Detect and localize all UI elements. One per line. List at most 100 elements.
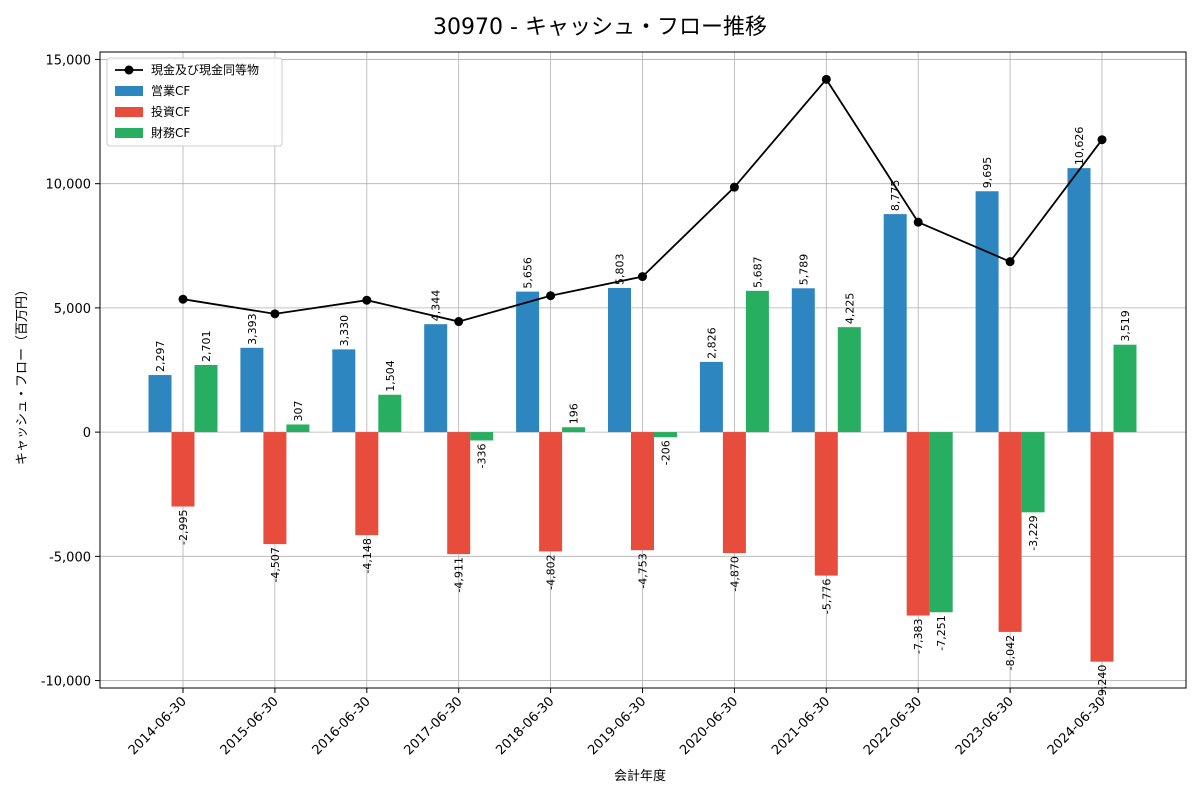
data-label-投資CF: -4,753 [637, 553, 650, 588]
x-axis-label: 会計年度 [614, 768, 666, 784]
bar-財務CF [837, 327, 861, 433]
bar-営業CF [1067, 168, 1091, 433]
x-tick-label: 2016-06-30 [310, 694, 374, 758]
data-label-財務CF: -3,229 [1027, 515, 1040, 550]
y-tick-label: 5,000 [54, 302, 91, 317]
bar-投資CF [447, 432, 471, 555]
data-label-投資CF: -5,776 [820, 579, 833, 614]
data-label-財務CF: -336 [476, 443, 489, 468]
bar-投資CF [539, 432, 563, 552]
chart-title: 30970 - キャッシュ・フロー推移 [433, 15, 767, 40]
data-label-営業CF: 2,826 [705, 327, 718, 359]
legend-swatch [115, 107, 143, 117]
x-tick-label: 2023-06-30 [953, 694, 1017, 758]
cash-line-point [178, 294, 188, 304]
y-tick-label: -5,000 [49, 550, 91, 565]
bar-営業CF [608, 287, 631, 433]
cash-line-point [362, 295, 372, 305]
data-label-財務CF: 3,519 [1119, 310, 1132, 342]
bar-財務CF [745, 290, 769, 433]
bar-営業CF [975, 191, 999, 433]
data-label-営業CF: 5,656 [522, 257, 535, 289]
cash-line-point [821, 74, 831, 84]
y-tick-label: 15,000 [46, 53, 92, 68]
bars [148, 168, 1137, 662]
x-tick-label: 2015-06-30 [218, 694, 282, 758]
data-label-投資CF: -7,383 [912, 619, 925, 654]
cash-line-point [729, 182, 739, 192]
cash-line-point [270, 309, 280, 319]
bar-財務CF [1021, 432, 1045, 513]
bar-投資CF [631, 432, 654, 551]
data-label-財務CF: 307 [292, 400, 305, 421]
bar-営業CF [148, 375, 172, 433]
data-label-投資CF: -4,802 [545, 554, 558, 589]
bar-財務CF [654, 432, 677, 438]
x-tick-label: 2014-06-30 [126, 694, 190, 758]
y-tick-label: 0 [83, 426, 91, 441]
x-tick-label: 2024-06-30 [1045, 694, 1109, 758]
bar-営業CF [332, 349, 356, 433]
data-label-営業CF: 3,393 [246, 313, 259, 345]
data-label-営業CF: 4,344 [430, 290, 443, 322]
cash-line-point [454, 317, 464, 327]
x-tick-label: 2020-06-30 [677, 694, 741, 758]
x-tick-label: 2018-06-30 [493, 694, 557, 758]
data-label-営業CF: 2,297 [154, 341, 167, 373]
bar-財務CF [378, 394, 402, 433]
cash-line-point [1097, 135, 1107, 145]
data-label-営業CF: 8,775 [889, 180, 902, 212]
y-tick-label: 10,000 [46, 178, 92, 193]
y-tick-label: -10,000 [41, 675, 91, 690]
bar-財務CF [470, 432, 494, 441]
legend-label: 現金及び現金同等物 [151, 62, 259, 77]
data-label-投資CF: -4,148 [361, 538, 374, 573]
data-label-投資CF: -4,911 [453, 557, 466, 592]
data-label-営業CF: 10,626 [1073, 127, 1086, 166]
bar-営業CF [883, 214, 907, 433]
data-label-営業CF: 3,330 [338, 315, 351, 347]
data-label-財務CF: -7,251 [935, 615, 948, 650]
bar-営業CF [791, 288, 815, 433]
data-labels: 2,297 3,393 3,330 4,344 5,656 5,803 2,826 5,789… [154, 127, 1132, 701]
bar-投資CF [814, 432, 838, 576]
bar-営業CF [424, 324, 448, 433]
bar-財務CF [194, 365, 218, 433]
bar-投資CF [1090, 432, 1114, 662]
data-label-投資CF: -9,240 [1096, 665, 1109, 700]
cash-line-point [913, 217, 923, 227]
data-label-投資CF: -8,042 [1004, 635, 1017, 670]
data-label-財務CF: 5,687 [751, 256, 764, 288]
bar-財務CF [929, 432, 953, 613]
data-label-投資CF: -2,995 [177, 510, 190, 545]
bar-営業CF [240, 347, 264, 433]
bar-投資CF [906, 432, 930, 616]
data-label-財務CF: -206 [660, 440, 673, 465]
data-label-投資CF: -4,870 [728, 556, 741, 591]
x-tick-label: 2017-06-30 [401, 694, 465, 758]
bar-財務CF [1113, 344, 1137, 433]
data-label-財務CF: 4,225 [843, 293, 856, 325]
data-label-営業CF: 5,789 [797, 254, 810, 286]
cash-line-point [638, 272, 647, 282]
x-tick-label: 2021-06-30 [769, 694, 833, 758]
bar-営業CF [699, 361, 723, 433]
bar-営業CF [516, 291, 540, 433]
legend-swatch [115, 86, 143, 96]
data-label-営業CF: 5,803 [614, 253, 627, 285]
bar-投資CF [355, 432, 379, 536]
legend-box [106, 57, 283, 147]
legend-marker [124, 65, 134, 75]
data-label-財務CF: 1,504 [384, 360, 397, 392]
legend-swatch [115, 128, 143, 138]
bar-投資CF [722, 432, 746, 554]
bar-財務CF [286, 424, 310, 433]
cash-line-point [1005, 257, 1015, 267]
data-label-財務CF: 196 [568, 403, 581, 424]
cash-line-point [546, 291, 556, 301]
x-tick-label: 2022-06-30 [861, 694, 925, 758]
data-label-財務CF: 2,701 [200, 331, 213, 363]
bar-投資CF [998, 432, 1022, 632]
